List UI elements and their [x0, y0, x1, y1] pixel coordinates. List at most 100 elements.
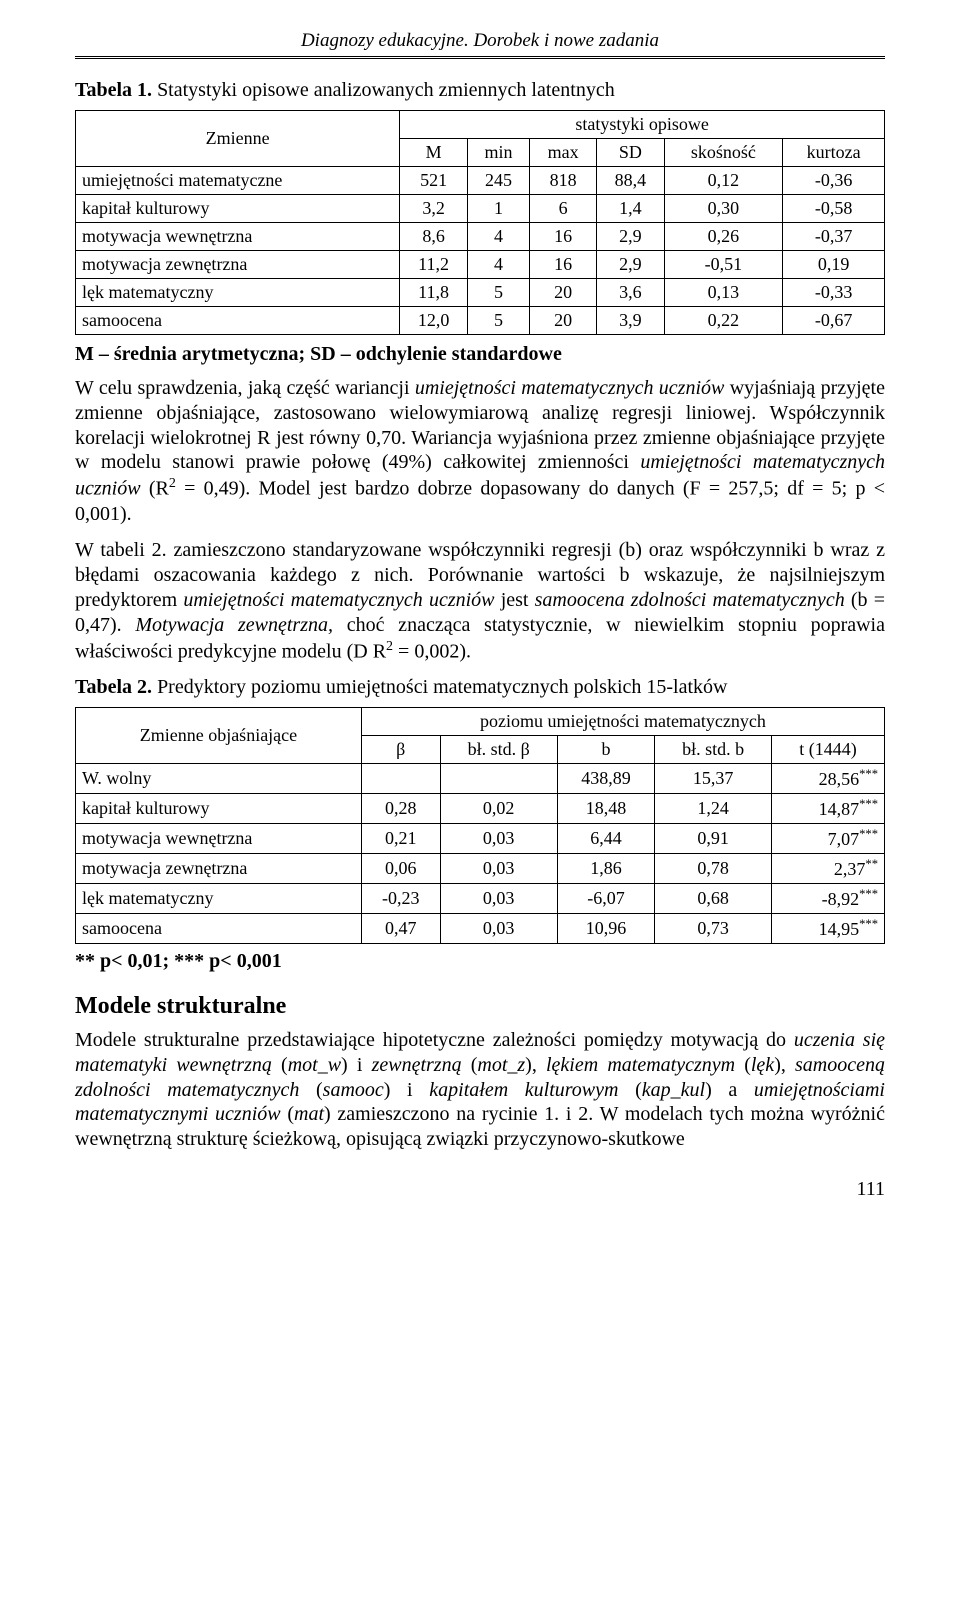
table-cell: 0,03	[440, 854, 557, 884]
table-cell: 15,37	[655, 764, 772, 794]
p3-l: ) a	[705, 1079, 754, 1101]
table2-col-2: b	[557, 736, 654, 764]
table2-rowheader: Zmienne objaśniające	[76, 708, 362, 764]
p2-i2: samoocena zdolności matematycznych	[535, 589, 845, 611]
table-cell: 16	[530, 251, 597, 279]
table1-col-5: kurtoza	[783, 139, 885, 167]
table-cell: 1,4	[597, 195, 665, 223]
p1-c: (R	[141, 478, 169, 500]
table1: Zmienne statystyki opisowe M min max SD …	[75, 110, 885, 335]
table-cell: 2,9	[597, 223, 665, 251]
header-rule	[75, 56, 885, 59]
table-cell: 5	[467, 307, 529, 335]
p2-e: = 0,002).	[393, 640, 471, 662]
table-cell: 16	[530, 223, 597, 251]
section-heading: Modele strukturalne	[75, 993, 885, 1020]
p3-i4: mot_z	[477, 1054, 525, 1076]
table1-note: M – średnia arytmetyczna; SD – odchyleni…	[75, 343, 885, 366]
table-cell: -0,37	[783, 223, 885, 251]
p3-d: (	[462, 1054, 478, 1076]
p2-b: jest	[495, 589, 535, 611]
p3-f: (	[735, 1054, 751, 1076]
p1-a: W celu sprawdzenia, jaką część wariancji	[75, 377, 415, 399]
table-cell: 0,13	[664, 279, 783, 307]
p3-b: (	[272, 1054, 288, 1076]
p3-h: (	[299, 1079, 322, 1101]
table-cell: 0,03	[440, 824, 557, 854]
table-cell: 0,12	[664, 167, 783, 195]
table-cell: 7,07***	[772, 824, 885, 854]
table-cell: 0,19	[783, 251, 885, 279]
page-number: 111	[75, 1178, 885, 1201]
p1-i1: umiejętności matematycznych uczniów	[415, 377, 725, 399]
table-row: motywacja wewnętrzna8,64162,90,26-0,37	[76, 223, 885, 251]
table1-note-text: M – średnia arytmetyczna; SD – odchyleni…	[75, 343, 562, 365]
table-cell: 28,56***	[772, 764, 885, 794]
table-cell: 20	[530, 279, 597, 307]
table-cell: 88,4	[597, 167, 665, 195]
p3-i2: mot_w	[288, 1054, 341, 1076]
table-cell: 0,73	[655, 914, 772, 944]
table-cell: 3,6	[597, 279, 665, 307]
table-cell: 0,78	[655, 854, 772, 884]
table-cell: 521	[400, 167, 468, 195]
table-row: motywacja zewnętrzna0,060,031,860,782,37…	[76, 854, 885, 884]
table-cell: -6,07	[557, 884, 654, 914]
table-cell: 1,86	[557, 854, 654, 884]
p3-k: (	[618, 1079, 641, 1101]
table2-col-3: bł. std. b	[655, 736, 772, 764]
table1-rowheader: Zmienne	[76, 111, 400, 167]
table2-col-0: β	[361, 736, 440, 764]
table1-colgroup: statystyki opisowe	[400, 111, 885, 139]
table-cell: -0,23	[361, 884, 440, 914]
table-cell: 14,87***	[772, 794, 885, 824]
table-cell: 0,30	[664, 195, 783, 223]
table-cell: 0,68	[655, 884, 772, 914]
table2-footnote: ** p< 0,01; *** p< 0,001	[75, 950, 885, 973]
table-cell: 3,2	[400, 195, 468, 223]
table-cell-label: motywacja wewnętrzna	[76, 223, 400, 251]
table-cell-label: lęk matematyczny	[76, 884, 362, 914]
table-cell: 3,9	[597, 307, 665, 335]
table-cell-label: motywacja zewnętrzna	[76, 251, 400, 279]
table-cell: -0,33	[783, 279, 885, 307]
table-cell: -0,51	[664, 251, 783, 279]
table1-caption-prefix: Tabela 1.	[75, 79, 152, 101]
table-cell: 0,21	[361, 824, 440, 854]
table-row: samoocena0,470,0310,960,7314,95***	[76, 914, 885, 944]
table-cell: 2,37**	[772, 854, 885, 884]
p2-i1: umiejętności matematycznych uczniów	[183, 589, 494, 611]
table-cell	[440, 764, 557, 794]
table-cell: -0,67	[783, 307, 885, 335]
table-cell: 18,48	[557, 794, 654, 824]
table-cell: 0,22	[664, 307, 783, 335]
p2-i3: Motywacja zewnętrzna,	[135, 614, 333, 636]
p3-j: ) i	[384, 1079, 430, 1101]
table-row: W. wolny438,8915,3728,56***	[76, 764, 885, 794]
table1-caption: Tabela 1. Statystyki opisowe analizowany…	[75, 79, 885, 102]
table-cell: 0,03	[440, 884, 557, 914]
table2-colgroup: poziomu umiejętności matematycznych	[361, 708, 884, 736]
p3-c: ) i	[341, 1054, 372, 1076]
table1-col-1: min	[467, 139, 529, 167]
table-cell: 0,03	[440, 914, 557, 944]
table-row: kapitał kulturowy3,2161,40,30-0,58	[76, 195, 885, 223]
p3-i3: zewnętrzną	[372, 1054, 462, 1076]
table2: Zmienne objaśniające poziomu umiejętnośc…	[75, 707, 885, 944]
table1-col-4: skośność	[664, 139, 783, 167]
table1-col-3: SD	[597, 139, 665, 167]
table-cell: 5	[467, 279, 529, 307]
table-cell-label: lęk matematyczny	[76, 279, 400, 307]
table-cell: 20	[530, 307, 597, 335]
table-row: umiejętności matematyczne52124581888,40,…	[76, 167, 885, 195]
table1-caption-text: Statystyki opisowe analizowanych zmienny…	[157, 79, 615, 101]
table-row: kapitał kulturowy0,280,0218,481,2414,87*…	[76, 794, 885, 824]
paragraph-3: Modele strukturalne przedstawiające hipo…	[75, 1028, 885, 1152]
table-cell: 11,8	[400, 279, 468, 307]
paragraph-2: W tabeli 2. zamieszczono standaryzowane …	[75, 538, 885, 664]
table-cell: 14,95***	[772, 914, 885, 944]
p1-sup: 2	[169, 476, 176, 491]
table2-col-1: bł. std. β	[440, 736, 557, 764]
p3-i12: mat	[294, 1103, 324, 1125]
table-cell: 12,0	[400, 307, 468, 335]
